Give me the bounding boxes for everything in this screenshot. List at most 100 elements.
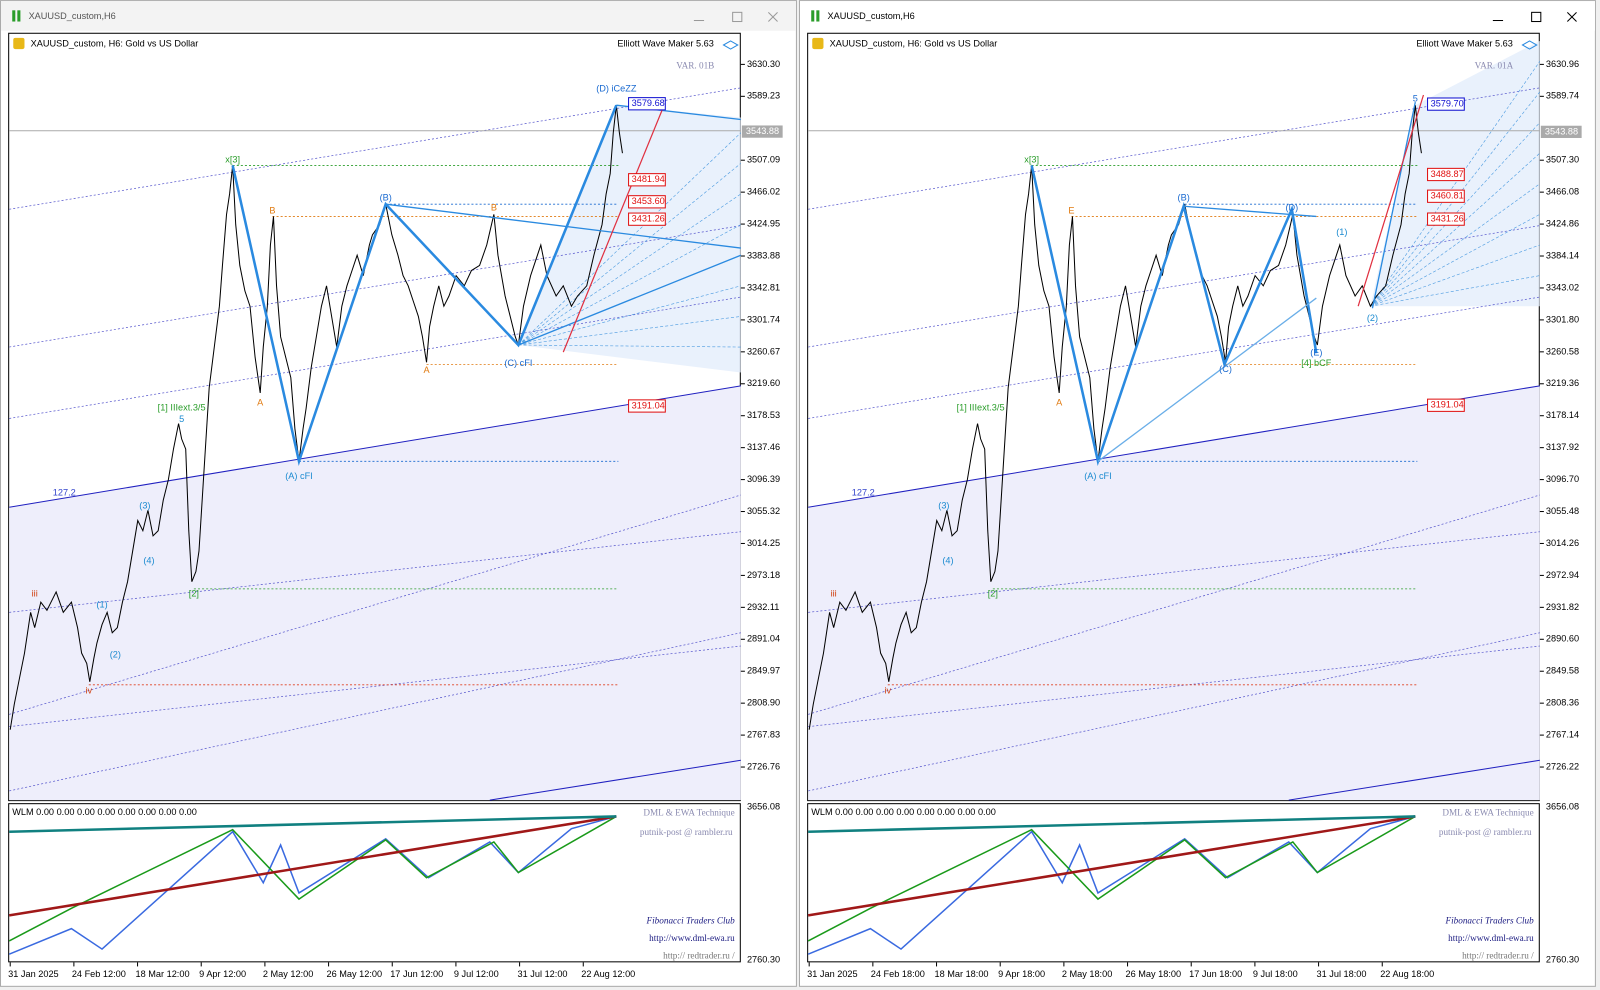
channel-line: [808, 296, 1540, 419]
window-title: XAUUSD_custom,H6: [828, 11, 915, 21]
maximize-button[interactable]: [732, 11, 743, 23]
price-tick-label: 2890.60: [1546, 634, 1579, 644]
wave-label: A: [423, 365, 430, 375]
channel-line: [9, 531, 741, 613]
wave-line: [1097, 297, 1317, 462]
symbol-icon: [13, 37, 25, 50]
variant-label: VAR. 01A: [1475, 61, 1514, 71]
time-tick-label: 22 Aug 18:00: [1380, 969, 1434, 979]
wave-label: (B): [1178, 192, 1190, 202]
time-tick-label: 17 Jun 12:00: [390, 969, 443, 979]
variant-label: VAR. 01B: [676, 61, 714, 71]
price-tick-label: 3055.32: [747, 506, 780, 516]
time-tick-label: 9 Apr 12:00: [199, 969, 246, 979]
price-tick-label: 3014.26: [1546, 538, 1579, 548]
channel-line: [1288, 759, 1540, 801]
current-price: 3543.88: [1545, 126, 1578, 136]
time-tick-label: 18 Mar 18:00: [934, 969, 988, 979]
wave-line: [1183, 205, 1317, 218]
wave-label: (3): [139, 501, 150, 511]
wave-label: [2]: [988, 588, 998, 598]
wave-label: A: [1056, 398, 1063, 408]
close-button[interactable]: [768, 11, 778, 22]
channel-base: [9, 385, 741, 508]
symbol-icon: [812, 37, 824, 50]
wave-label: 127.2: [852, 487, 875, 497]
price-tag-label: 3431.26: [632, 214, 665, 224]
wave-label: [1] IIIext.3/5: [158, 403, 206, 413]
price-tick-label: 3260.58: [1546, 346, 1579, 356]
current-price-tag: [741, 125, 783, 138]
price-tick-label: 2932.11: [747, 602, 779, 612]
indicator-icon: [1521, 40, 1538, 50]
time-tick-label: 9 Apr 18:00: [998, 969, 1045, 979]
price-tick-label: 2849.58: [1546, 666, 1579, 676]
time-tick-label: 31 Jan 2025: [807, 969, 857, 979]
window-icon: [811, 10, 815, 22]
target-line: [562, 107, 664, 353]
time-tick-label: 17 Jun 18:00: [1189, 969, 1242, 979]
channel-fill: [9, 385, 741, 801]
close-button[interactable]: [1566, 11, 1577, 22]
channel-line: [808, 531, 1540, 613]
wave-label: (A) cFI: [285, 471, 313, 481]
wave-label: (E): [1310, 348, 1322, 358]
channel-line: [9, 645, 741, 727]
price-tag: [628, 173, 666, 187]
price-tag: [1427, 97, 1465, 111]
channel-fill: [808, 385, 1540, 801]
wave-label: (4): [942, 556, 953, 566]
fan-line: [1370, 244, 1540, 307]
time-tick-label: 31 Jan 2025: [8, 969, 59, 979]
price-tick-label: 2767.83: [747, 730, 780, 740]
pane-line: [8, 815, 617, 917]
fan-line: [1370, 214, 1540, 307]
price-tick-label: 3301.80: [1546, 314, 1579, 324]
indicator-pane: [8, 803, 741, 963]
price-tick-label: 3137.46: [747, 442, 780, 452]
price-tick-label: 2767.14: [1546, 730, 1579, 740]
price-tick-label: 3630.96: [1546, 59, 1579, 69]
pane-line: [807, 815, 1416, 917]
price-tag: [1427, 167, 1465, 182]
time-tick-label: 9 Jul 12:00: [454, 969, 499, 979]
window-title: XAUUSD_custom,H6: [29, 11, 116, 21]
window-icon: [816, 10, 820, 22]
maximize-button[interactable]: [1531, 11, 1542, 23]
price-tick-label: 3589.23: [747, 91, 780, 101]
wave-label: iii: [831, 588, 837, 598]
wave-line: [385, 203, 741, 249]
channel-line: [9, 225, 741, 348]
fan-line: [1370, 152, 1541, 307]
credit: Fibonacci Traders Club: [646, 916, 736, 926]
channel-line: [808, 494, 1540, 715]
price-tick-label: 2808.36: [1546, 698, 1579, 708]
wave-label: (C) cFI: [504, 358, 532, 368]
price-tag: [628, 97, 666, 111]
credit: putnik-post @ rambler.ru: [640, 827, 733, 837]
window-icon: [17, 10, 21, 22]
wave-label: 127.2: [53, 487, 76, 497]
credit: Fibonacci Traders Club: [1445, 916, 1535, 926]
wave-label: [2]: [189, 588, 199, 598]
credit: http:// redtrader.ru /: [663, 950, 735, 960]
indicator-name: Elliott Wave Maker 5.63: [1416, 38, 1513, 48]
wave-label: (2): [1367, 313, 1378, 323]
time-tick-label: 31 Jul 12:00: [518, 969, 568, 979]
price-tick-label: 2972.94: [1546, 570, 1579, 580]
price-tick-label: 3466.02: [747, 187, 780, 197]
price-tick-label: 3055.48: [1546, 506, 1579, 516]
wave-label: E: [1068, 206, 1074, 216]
pane-tick-label: 3656.08: [747, 802, 780, 812]
price-tick-label: 3383.88: [747, 250, 780, 260]
fan-line: [518, 132, 742, 346]
fan-line: [518, 163, 742, 346]
wave-label: B: [269, 206, 275, 216]
pane-label: WLM 0.00 0.00 0.00 0.00 0.00 0.00 0.00 0…: [811, 807, 996, 817]
price-tick-label: 3219.36: [1546, 378, 1579, 388]
title-bar: [1, 1, 796, 31]
time-tick-label: 2 May 18:00: [1062, 969, 1112, 979]
wave-label: iv: [884, 685, 891, 695]
time-tick-label: 26 May 18:00: [1126, 969, 1182, 979]
price-tick-label: 2726.76: [747, 761, 780, 771]
